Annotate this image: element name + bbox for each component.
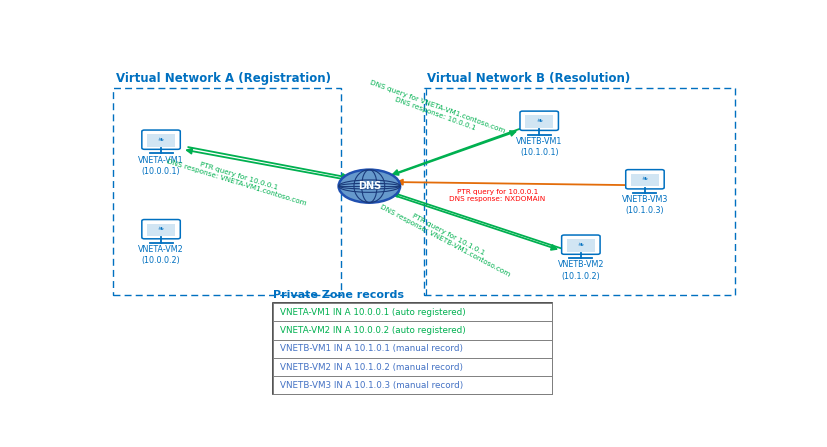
Text: ❧: ❧ [642, 174, 648, 183]
Text: VNETA-VM2
(10.0.0.2): VNETA-VM2 (10.0.0.2) [138, 245, 184, 265]
Bar [147, 224, 175, 236]
Bar [273, 376, 552, 394]
Bar [273, 358, 552, 376]
Bar [273, 303, 552, 321]
Text: VNETA-VM1
(10.0.0.1): VNETA-VM1 (10.0.0.1) [138, 156, 184, 176]
Text: ❧: ❧ [578, 240, 584, 249]
Text: VNETB-VM2
(10.1.0.2): VNETB-VM2 (10.1.0.2) [557, 261, 604, 281]
Text: VNETB-VM1
(10.1.0.1): VNETB-VM1 (10.1.0.1) [516, 137, 562, 157]
Text: VNETB-VM2 IN A 10.1.0.2 (manual record): VNETB-VM2 IN A 10.1.0.2 (manual record) [280, 363, 462, 371]
Text: VNETB-VM1 IN A 10.1.0.1 (manual record): VNETB-VM1 IN A 10.1.0.1 (manual record) [280, 344, 462, 353]
Text: DNS: DNS [358, 181, 381, 191]
FancyBboxPatch shape [626, 169, 664, 189]
Text: Virtual Network B (Resolution): Virtual Network B (Resolution) [427, 72, 630, 85]
Bar [525, 115, 553, 128]
Text: DNS query for VNETA-VM1.contoso.com
DNS response: 10.0.0.1: DNS query for VNETA-VM1.contoso.com DNS … [367, 80, 506, 141]
Text: PTR query for 10.0.0.1
DNS response: NXDOMAIN: PTR query for 10.0.0.1 DNS response: NXD… [449, 189, 546, 202]
Text: VNETB-VM3
(10.1.0.3): VNETB-VM3 (10.1.0.3) [622, 195, 668, 215]
Text: VNETA-VM2 IN A 10.0.0.2 (auto registered): VNETA-VM2 IN A 10.0.0.2 (auto registered… [280, 326, 466, 335]
Bar [273, 303, 552, 394]
Text: VNETB-VM3 IN A 10.1.0.3 (manual record): VNETB-VM3 IN A 10.1.0.3 (manual record) [280, 381, 463, 390]
Text: PTR query for 10.0.0.1
DNS response: VNETA-VM1.contoso.com: PTR query for 10.0.0.1 DNS response: VNE… [166, 152, 309, 207]
Circle shape [338, 169, 400, 202]
FancyBboxPatch shape [142, 219, 180, 239]
Bar [273, 321, 552, 340]
Text: PTR query for 10.1.0.1
DNS response: VNETB-VM1.contoso.com: PTR query for 10.1.0.1 DNS response: VNE… [379, 198, 514, 278]
Bar [631, 174, 659, 186]
Text: ❧: ❧ [158, 224, 165, 233]
FancyBboxPatch shape [520, 111, 558, 131]
Text: Private Zone records: Private Zone records [273, 290, 404, 300]
Text: ❧: ❧ [158, 135, 165, 144]
FancyBboxPatch shape [142, 130, 180, 149]
Bar [273, 340, 552, 358]
Text: ❧: ❧ [536, 116, 543, 125]
Bar [147, 134, 175, 147]
FancyBboxPatch shape [562, 235, 600, 254]
Text: Virtual Network A (Registration): Virtual Network A (Registration) [116, 72, 331, 85]
Text: VNETA-VM1 IN A 10.0.0.1 (auto registered): VNETA-VM1 IN A 10.0.0.1 (auto registered… [280, 308, 466, 317]
Bar [566, 239, 595, 252]
